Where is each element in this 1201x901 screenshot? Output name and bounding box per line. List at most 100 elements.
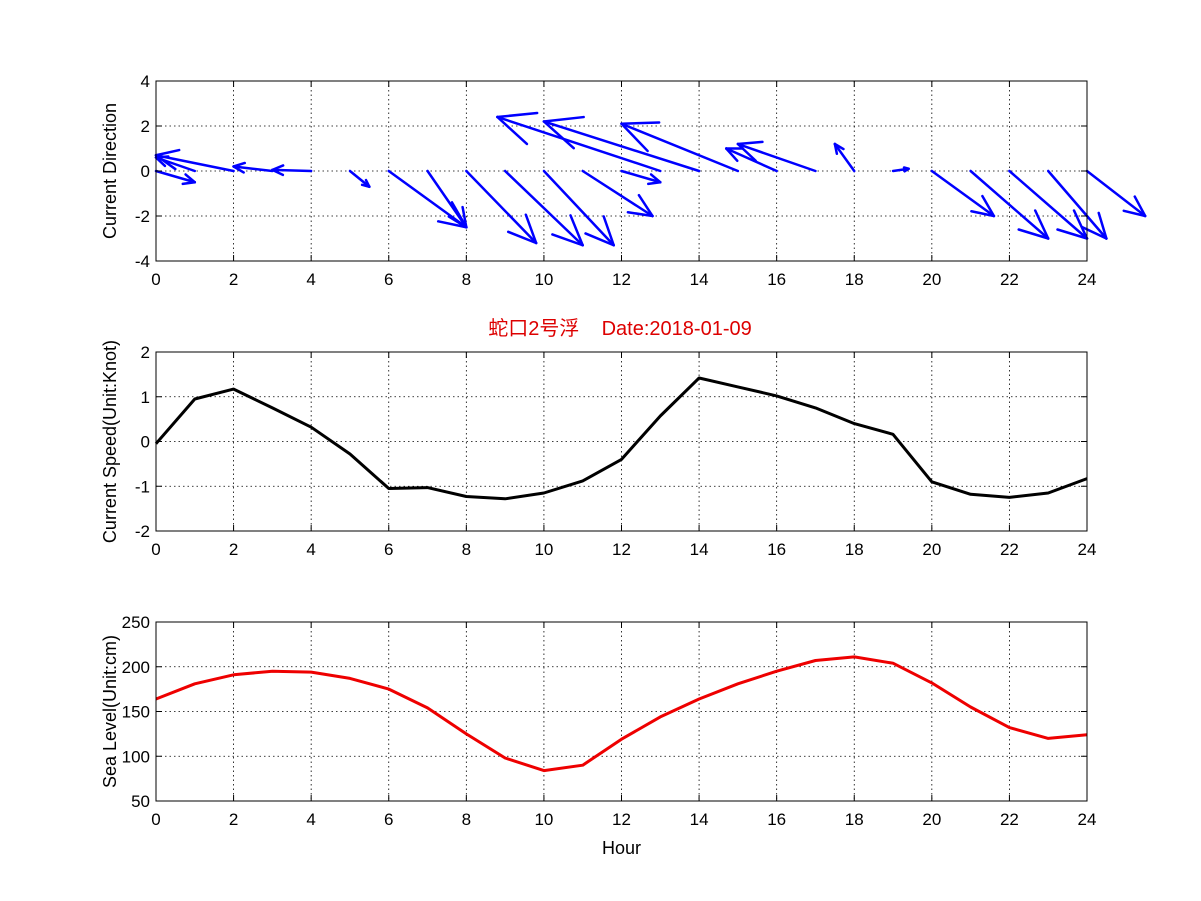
quiver-arrow [348, 169, 371, 188]
y-tick-label: -2 [135, 522, 150, 541]
arrow-head [569, 214, 584, 247]
y-tick-label: -1 [135, 477, 150, 496]
y-tick-label: 100 [122, 747, 150, 766]
x-axis-label: Hour [602, 838, 641, 858]
arrow-shaft [620, 169, 662, 184]
x-tick-label: 4 [306, 540, 315, 559]
quiver-arrow [1046, 169, 1108, 240]
x-tick-label: 18 [845, 270, 864, 289]
y-axis-label: Current Speed(Unit:Knot) [100, 340, 120, 543]
quiver-arrow [154, 148, 235, 173]
x-tick-label: 6 [384, 810, 393, 829]
arrow-head [524, 213, 538, 245]
x-tick-label: 24 [1078, 540, 1097, 559]
x-tick-label: 6 [384, 540, 393, 559]
chart-title: 蛇口2号浮 Date:2018-01-09 [488, 317, 751, 340]
quiver-arrow [1085, 169, 1147, 218]
arrow-head [637, 193, 654, 218]
x-tick-label: 2 [229, 540, 238, 559]
x-tick-label: 18 [845, 540, 864, 559]
arrow-shaft [736, 142, 817, 173]
arrow-head [1033, 209, 1050, 240]
quiver-arrow [620, 169, 662, 186]
x-tick-label: 12 [612, 270, 631, 289]
x-tick-label: 12 [612, 540, 631, 559]
x-tick-label: 16 [767, 540, 786, 559]
x-tick-label: 14 [690, 540, 709, 559]
arrow-shaft [154, 169, 197, 184]
x-tick-label: 10 [534, 540, 553, 559]
x-tick-label: 16 [767, 810, 786, 829]
arrow-head [154, 154, 177, 171]
arrow-head [981, 194, 996, 218]
arrow-shaft [503, 169, 584, 247]
quiver-arrow [930, 169, 996, 218]
arrow-head [584, 232, 615, 247]
quiver-arrow [736, 140, 817, 173]
y-tick-label: 2 [141, 117, 150, 136]
quiver-arrow [542, 169, 615, 247]
arrow-head [736, 140, 764, 146]
x-tick-label: 8 [462, 270, 471, 289]
arrow-head [620, 121, 661, 125]
arrow-head [1080, 225, 1108, 240]
y-tick-label: 0 [141, 162, 150, 181]
arrow-head [496, 115, 529, 146]
arrow-head [736, 142, 758, 163]
arrow-shaft [465, 169, 538, 245]
arrow-head [436, 220, 468, 229]
x-tick-label: 2 [229, 270, 238, 289]
y-tick-label: 200 [122, 658, 150, 677]
arrow-head [647, 181, 662, 186]
quiver-arrow [542, 115, 701, 173]
arrow-head [970, 210, 996, 218]
arrow-head [184, 173, 197, 184]
x-tick-label: 20 [922, 540, 941, 559]
arrow-head [447, 215, 468, 229]
arrow-shaft [496, 115, 662, 173]
quiver-arrow [969, 169, 1050, 240]
arrow-head [506, 230, 538, 245]
arrow-head [903, 167, 910, 173]
arrow-shaft [348, 169, 371, 188]
arrow-shaft [542, 169, 615, 247]
arrow-head [181, 181, 197, 186]
arrow-head [1133, 195, 1147, 218]
x-tick-label: 22 [1000, 810, 1019, 829]
arrow-shaft [833, 142, 856, 173]
quiver-arrow [232, 161, 274, 174]
y-axis-label: Sea Level(Unit:cm) [100, 635, 120, 788]
arrow-shaft [581, 169, 654, 218]
quiver-arrow [724, 147, 778, 173]
y-tick-label: 0 [141, 433, 150, 452]
x-tick-label: 22 [1000, 270, 1019, 289]
arrow-head [461, 205, 468, 229]
quiver-arrow [154, 169, 197, 186]
arrow-shaft [271, 168, 313, 173]
arrow-shaft [1085, 169, 1147, 218]
quiver-arrow [1008, 169, 1089, 240]
arrow-head [271, 168, 285, 177]
series-line [155, 655, 1088, 773]
y-tick-label: 50 [131, 792, 150, 811]
arrow-head [542, 115, 585, 123]
arrow-shaft [620, 122, 740, 173]
x-tick-label: 18 [845, 810, 864, 829]
x-tick-label: 2 [229, 810, 238, 829]
x-tick-label: 20 [922, 270, 941, 289]
y-tick-label: 1 [141, 388, 150, 407]
x-tick-label: 20 [922, 810, 941, 829]
arrow-head [649, 173, 662, 184]
x-tick-label: 10 [534, 810, 553, 829]
arrow-shaft [542, 120, 701, 173]
arrow-head [271, 164, 285, 172]
arrow-head [360, 183, 371, 188]
arrow-shaft [1008, 169, 1089, 240]
arrow-head [626, 210, 654, 218]
arrow-head [1056, 228, 1089, 240]
y-tick-label: 2 [141, 343, 150, 362]
arrow-shaft [969, 169, 1050, 240]
arrow-head [620, 122, 649, 153]
